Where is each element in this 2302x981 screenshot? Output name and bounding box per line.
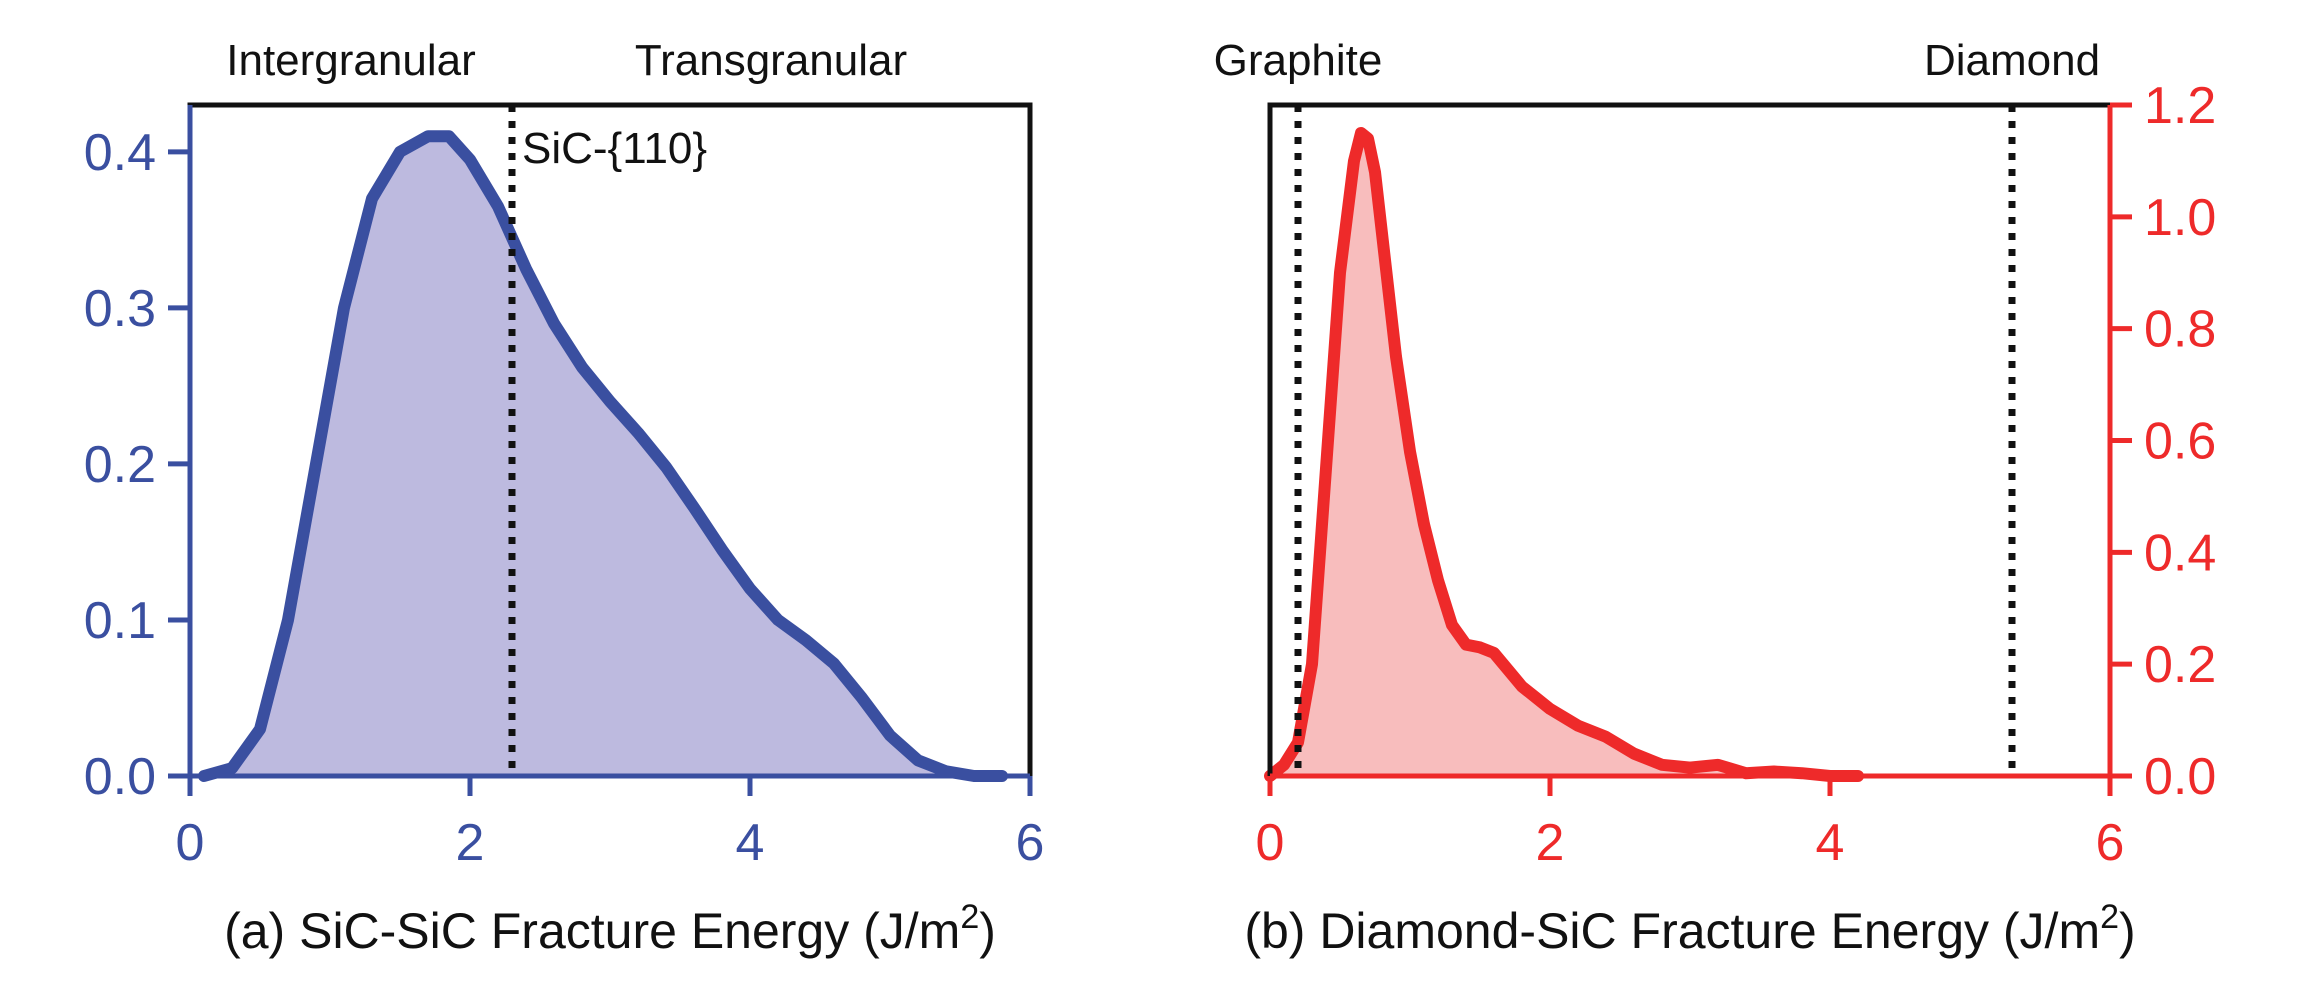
b-density-fill: [1270, 132, 1858, 777]
b-x-ticks: 0 2 4 6: [1256, 776, 2125, 872]
a-region-label-0: Intergranular: [226, 36, 475, 85]
b-ytick-label-6: 1.2: [2144, 77, 2216, 135]
b-y-ticks: 0.0 0.2 0.4 0.6 0.8 1.0 1.2: [2110, 77, 2216, 806]
panel-b: 0 2 4 6 0.0 0.2 0.4 0.6 0.8 1.0 1.2 Graphite Diamo…: [1214, 36, 2217, 959]
a-reference-lines: SiC-{110}: [508, 105, 707, 776]
a-ytick-label-0: 0.0: [84, 748, 156, 806]
b-ytick-label-1: 0.2: [2144, 636, 2216, 694]
b-ytick-label-0: 0.0: [2144, 748, 2216, 806]
a-xtick-label-3: 6: [1016, 814, 1045, 872]
a-vline-label-0: SiC-{110}: [522, 124, 707, 173]
b-xtick-label-1: 2: [1536, 814, 1565, 872]
b-xtick-label-3: 6: [2096, 814, 2125, 872]
b-ytick-label-5: 1.0: [2144, 189, 2216, 247]
a-region-labels: Intergranular Transgranular: [226, 36, 907, 85]
b-ytick-label-4: 0.8: [2144, 301, 2216, 359]
b-x-axis-label: (b) Diamond-SiC Fracture Energy (J/m2): [1244, 898, 2135, 959]
a-x-axis-label: (a) SiC-SiC Fracture Energy (J/m2): [224, 898, 996, 959]
b-ytick-label-3: 0.6: [2144, 413, 2216, 471]
b-xtick-label-2: 4: [1816, 814, 1845, 872]
a-ytick-label-1: 0.1: [84, 592, 156, 650]
b-region-label-1: Diamond: [1924, 36, 2100, 85]
b-xtick-label-0: 0: [1256, 814, 1285, 872]
a-y-ticks: 0.0 0.1 0.2 0.3 0.4: [84, 124, 190, 806]
b-ytick-label-2: 0.4: [2144, 524, 2216, 582]
b-density-curve: [1264, 126, 1864, 782]
a-ytick-label-3: 0.3: [84, 280, 156, 338]
a-density-curve: [198, 130, 1008, 782]
a-region-label-1: Transgranular: [635, 36, 907, 85]
a-x-ticks: 0 2 4 6: [176, 776, 1045, 872]
b-region-label-0: Graphite: [1214, 36, 1383, 85]
a-xtick-label-1: 2: [456, 814, 485, 872]
b-region-labels: Graphite Diamond: [1214, 36, 2100, 85]
panel-a: SiC-{110} 0 2 4 6 0.0 0.1 0.2 0.3 0.4 Intergran…: [84, 36, 1045, 959]
a-density-fill: [204, 136, 1002, 777]
a-ytick-label-2: 0.2: [84, 436, 156, 494]
a-xtick-label-0: 0: [176, 814, 205, 872]
a-xtick-label-2: 4: [736, 814, 765, 872]
a-ytick-label-4: 0.4: [84, 124, 156, 182]
